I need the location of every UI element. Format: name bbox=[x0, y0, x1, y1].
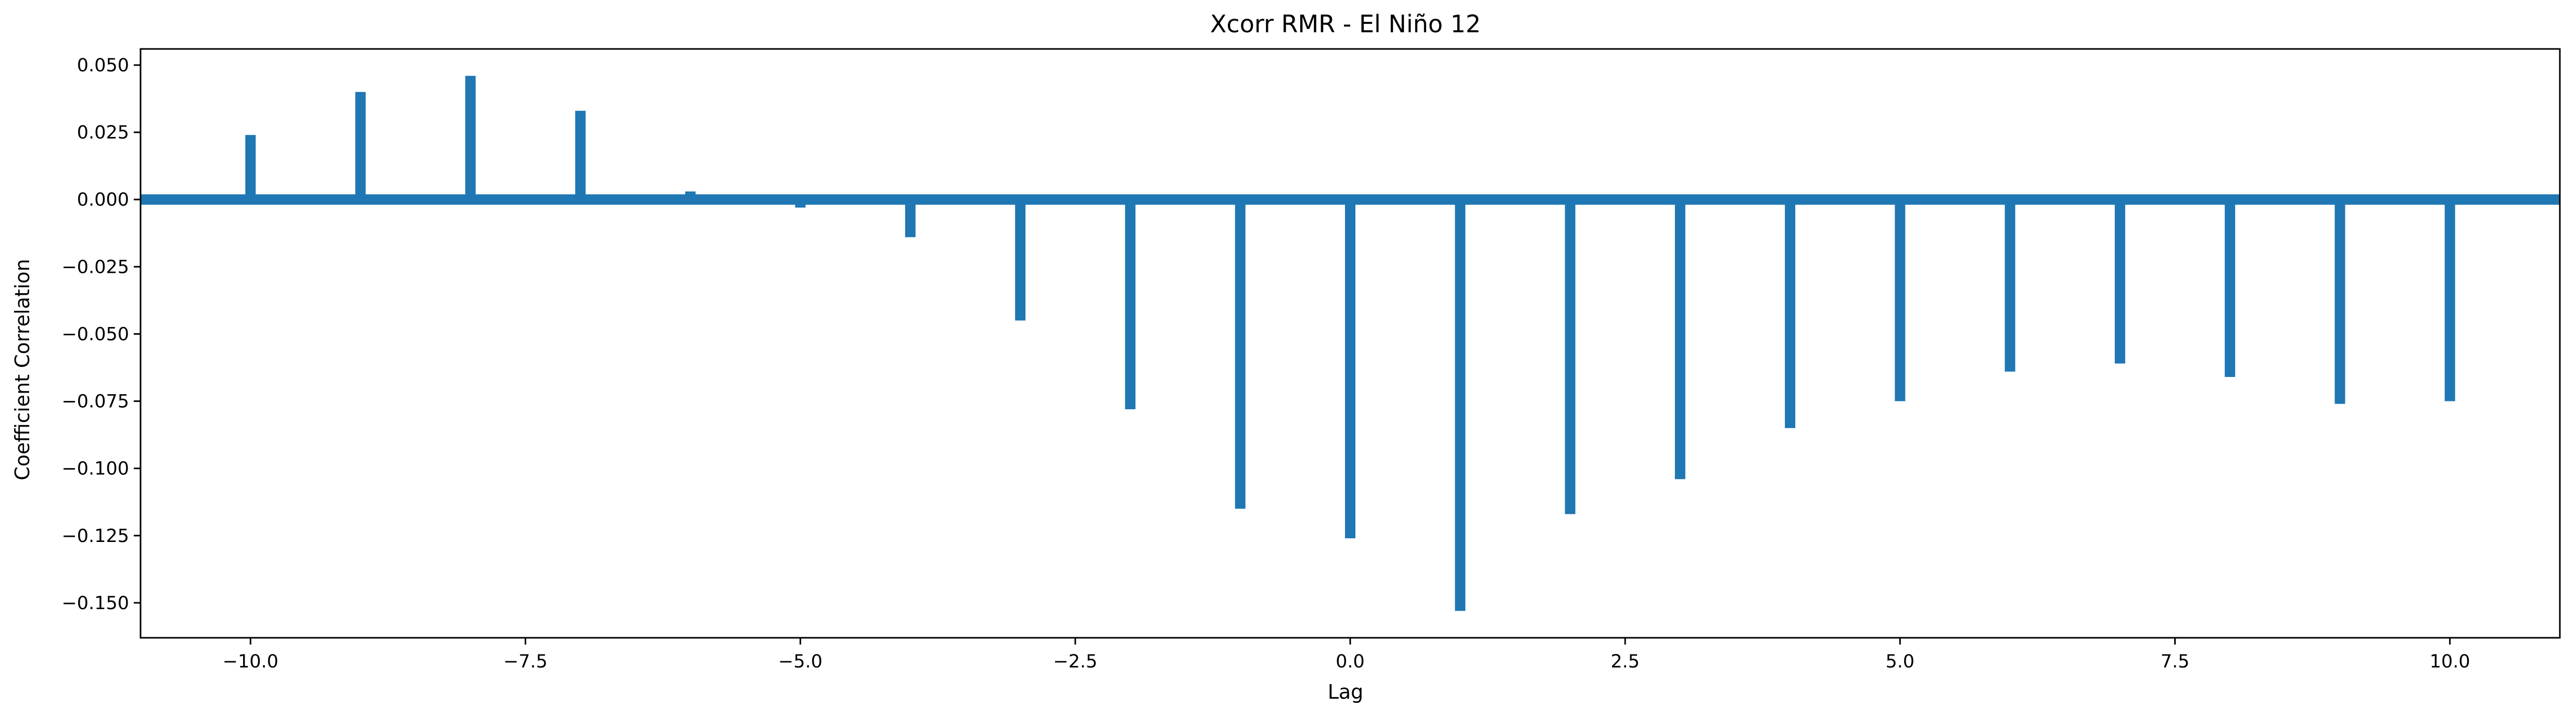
y-tick-label: 0.025 bbox=[77, 122, 129, 143]
bar-lag--3 bbox=[1015, 199, 1026, 321]
bar-lag--10 bbox=[245, 135, 256, 200]
bar-lag-9 bbox=[2334, 199, 2345, 404]
bar-lag-7 bbox=[2114, 199, 2125, 364]
bar-lag-5 bbox=[1895, 199, 1906, 401]
y-tick-label: −0.075 bbox=[61, 392, 129, 412]
y-tick-label: −0.025 bbox=[61, 257, 129, 277]
y-tick-label: 0.050 bbox=[77, 55, 129, 76]
bar-lag-8 bbox=[2225, 199, 2236, 377]
y-axis-ticks: 0.050 0.025 0.000 −0.025 −0.050 −0.075 −0.100 −… bbox=[61, 55, 141, 614]
x-axis-ticks: −10.0 −7.5 −5.0 −2.5 0.0 2.5 5.0 7.5 10.0 bbox=[223, 638, 2470, 672]
bar-lag-1 bbox=[1455, 199, 1466, 611]
bar-lag--2 bbox=[1125, 199, 1136, 410]
bar-lag-0 bbox=[1345, 199, 1355, 538]
y-tick-label: −0.100 bbox=[61, 459, 129, 480]
x-tick-label: −10.0 bbox=[223, 651, 278, 672]
x-tick-label: −2.5 bbox=[1053, 651, 1097, 672]
x-axis-label: Lag bbox=[1328, 680, 1364, 703]
x-tick-label: 7.5 bbox=[2161, 651, 2190, 672]
y-tick-label: −0.150 bbox=[61, 593, 129, 614]
x-tick-label: 0.0 bbox=[1336, 651, 1365, 672]
bar-lag-4 bbox=[1785, 199, 1796, 428]
bar-lag-6 bbox=[2004, 199, 2015, 372]
chart-title: Xcorr RMR - El Niño 12 bbox=[1210, 10, 1481, 38]
bar-lag--7 bbox=[575, 110, 586, 200]
y-tick-label: 0.000 bbox=[77, 190, 129, 210]
bar-lag-10 bbox=[2444, 199, 2455, 401]
x-tick-label: −7.5 bbox=[503, 651, 548, 672]
bar-lag--1 bbox=[1235, 199, 1246, 509]
y-axis-label: Coefficient Correlation bbox=[11, 259, 34, 480]
plot-area bbox=[139, 48, 2561, 639]
bar-lag--4 bbox=[905, 199, 916, 237]
bar-lag--8 bbox=[465, 75, 476, 200]
x-tick-label: 2.5 bbox=[1610, 651, 1640, 672]
x-tick-label: −5.0 bbox=[778, 651, 822, 672]
x-tick-label: 10.0 bbox=[2430, 651, 2470, 672]
bar-lag-2 bbox=[1565, 199, 1576, 514]
x-tick-label: 5.0 bbox=[1886, 651, 1915, 672]
y-tick-label: −0.050 bbox=[61, 324, 129, 345]
bar-lag--9 bbox=[355, 92, 366, 200]
bar-lag-3 bbox=[1674, 199, 1685, 480]
y-tick-label: −0.125 bbox=[61, 526, 129, 547]
